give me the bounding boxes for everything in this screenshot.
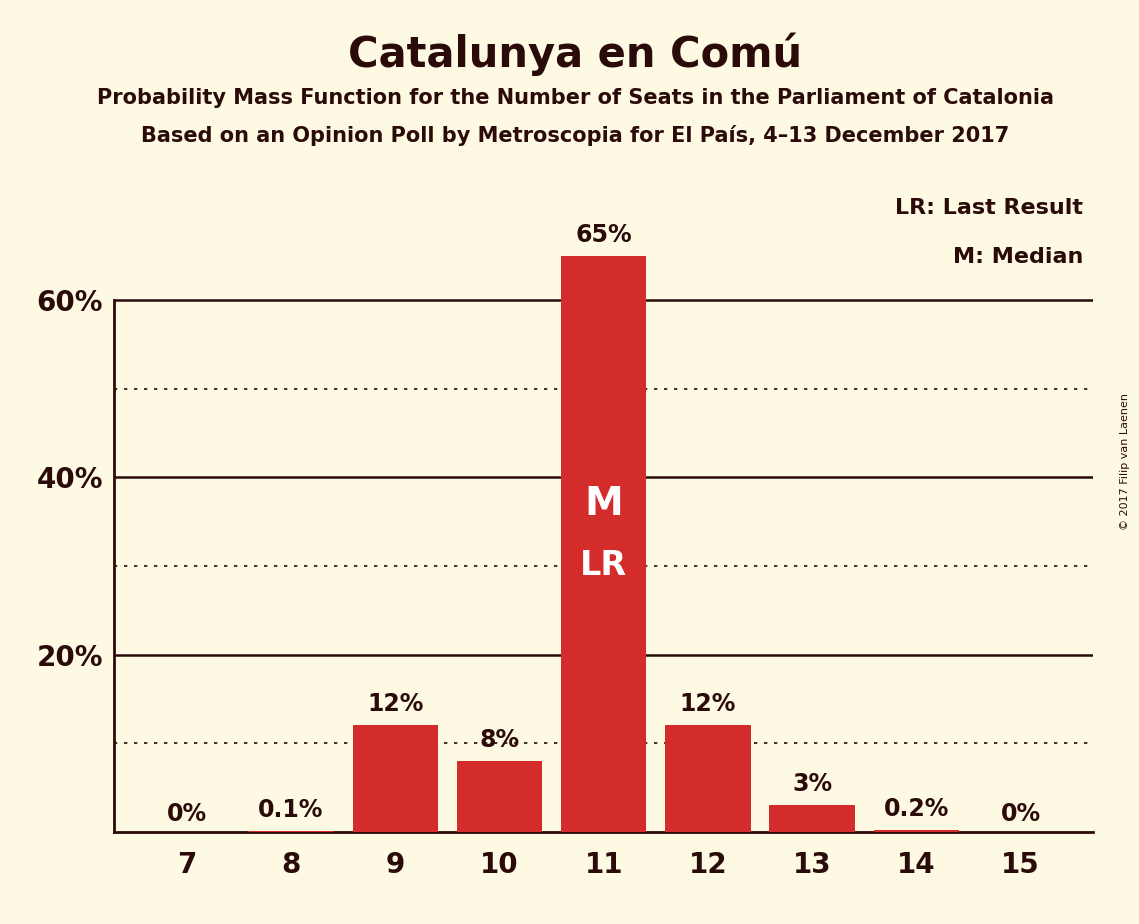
Text: 0%: 0% xyxy=(166,802,207,826)
Text: 12%: 12% xyxy=(680,692,736,716)
Bar xyxy=(353,725,439,832)
Text: Catalunya en Comú: Catalunya en Comú xyxy=(349,32,802,76)
Text: 8%: 8% xyxy=(480,728,519,752)
Text: LR: LR xyxy=(580,550,628,582)
Text: M: Median: M: Median xyxy=(952,247,1083,267)
Text: 0.2%: 0.2% xyxy=(884,797,949,821)
Bar xyxy=(665,725,751,832)
Bar xyxy=(769,805,854,832)
Bar xyxy=(457,760,542,832)
Text: Based on an Opinion Poll by Metroscopia for El País, 4–13 December 2017: Based on an Opinion Poll by Metroscopia … xyxy=(141,125,1009,146)
Text: 0%: 0% xyxy=(1000,802,1041,826)
Text: 12%: 12% xyxy=(367,692,424,716)
Text: LR: Last Result: LR: Last Result xyxy=(895,199,1083,218)
Text: 3%: 3% xyxy=(792,772,833,796)
Text: Probability Mass Function for the Number of Seats in the Parliament of Catalonia: Probability Mass Function for the Number… xyxy=(97,88,1054,108)
Text: 0.1%: 0.1% xyxy=(259,797,323,821)
Text: 65%: 65% xyxy=(575,224,632,247)
Bar xyxy=(560,256,647,832)
Text: M: M xyxy=(584,485,623,523)
Text: © 2017 Filip van Laenen: © 2017 Filip van Laenen xyxy=(1121,394,1130,530)
Bar xyxy=(874,830,959,832)
